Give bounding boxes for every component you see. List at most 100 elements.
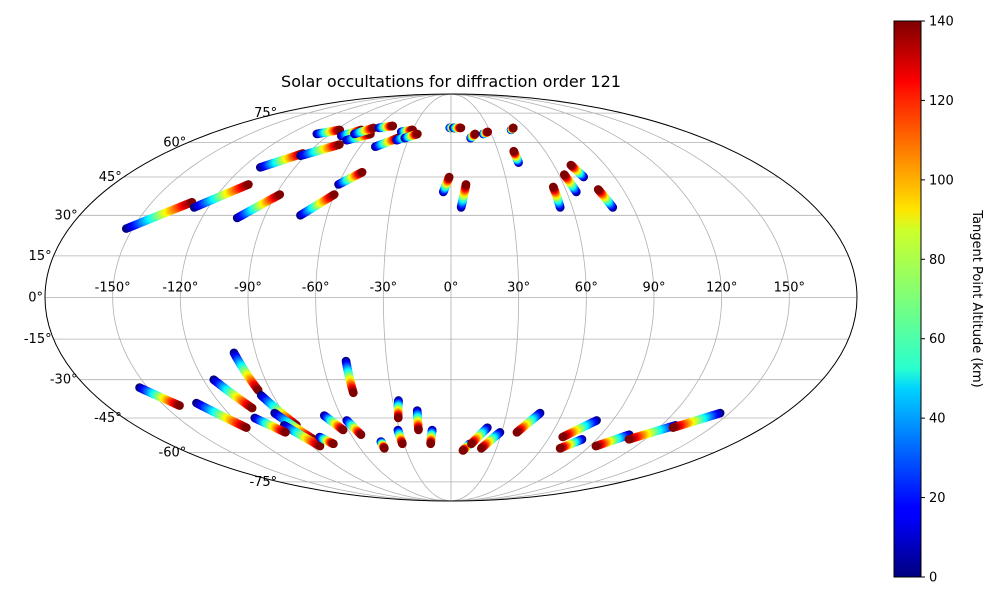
data-point: [247, 403, 257, 413]
occultation-track: [449, 123, 466, 133]
occultation-track: [315, 432, 338, 449]
data-point: [356, 430, 366, 440]
data-point: [458, 446, 468, 455]
longitude-tick-label: 90°: [642, 281, 665, 296]
longitude-gridline: [450, 94, 520, 501]
data-point: [593, 185, 603, 194]
occultation-track: [478, 127, 493, 139]
occultation-track: [319, 411, 348, 435]
longitude-tick-label: 60°: [575, 281, 598, 296]
latitude-tick-label: -30°: [50, 373, 78, 388]
data-point: [349, 388, 358, 398]
occultation-track: [312, 125, 345, 139]
occultation-track: [334, 167, 367, 189]
data-point: [509, 146, 518, 156]
latitude-tick-label: -75°: [249, 475, 277, 490]
occultation-track: [341, 356, 358, 398]
occultation-track: [426, 425, 437, 449]
data-point: [476, 443, 486, 453]
colorbar-tick-label: 20: [929, 491, 946, 506]
data-point: [467, 439, 476, 449]
longitude-tick-label: 150°: [774, 281, 805, 296]
occultation-track: [232, 190, 285, 223]
colorbar-tick-label: 120: [929, 94, 954, 109]
data-point: [281, 428, 290, 437]
data-point: [461, 180, 471, 189]
data-point: [483, 127, 493, 137]
occultation-track: [209, 375, 257, 413]
chart-title: Solar occultations for diffraction order…: [281, 72, 621, 91]
data-point: [398, 439, 407, 449]
latitude-tick-label: 60°: [163, 135, 186, 150]
colorbar-tick-label: 80: [929, 253, 946, 268]
data-point: [558, 432, 567, 442]
longitude-tick-label: -150°: [95, 281, 131, 296]
occultation-tracks: [121, 121, 725, 455]
occultation-track: [250, 413, 290, 437]
occultation-track: [555, 435, 587, 453]
data-point: [335, 140, 344, 149]
data-point: [512, 428, 522, 437]
occultation-track: [467, 423, 492, 449]
colorbar-tick-label: 0: [929, 571, 937, 586]
occultation-track: [370, 133, 403, 152]
latitude-tick-label: -15°: [24, 332, 52, 347]
longitude-tick-label: -30°: [369, 281, 397, 296]
data-point: [444, 172, 454, 182]
latitude-tick-labels: -75° -60° -45° -30° -15° 0° 15° 30° 45° 60° 75°: [24, 106, 277, 490]
map-outline: [44, 93, 858, 502]
data-point: [357, 167, 367, 177]
data-point: [414, 425, 423, 435]
occultation-track: [566, 160, 588, 182]
occultation-track: [296, 190, 339, 220]
longitude-tick-label: -60°: [302, 281, 330, 296]
data-point: [591, 441, 601, 451]
data-point: [315, 441, 325, 451]
longitude-gridline: [315, 94, 452, 501]
longitude-tick-label: -90°: [234, 281, 262, 296]
data-point: [548, 182, 558, 192]
longitude-gridline: [247, 94, 452, 501]
occultation-track: [189, 180, 253, 212]
colorbar-label: Tangent Point Altitude (km): [969, 209, 984, 387]
occultation-track: [350, 123, 379, 139]
data-point: [426, 439, 435, 449]
data-point: [244, 180, 253, 189]
longitude-tick-label: 30°: [507, 281, 530, 296]
colorbar-tick-label: 40: [929, 412, 946, 427]
occultation-track: [509, 146, 523, 167]
longitude-tick-label: 120°: [706, 281, 737, 296]
longitude-tick-labels: -150° -120° -90° -60° -30° 0° 30° 60° 90° 120° 150…: [95, 281, 805, 296]
occultation-track: [393, 425, 407, 449]
longitude-gridline: [450, 94, 723, 501]
latitude-tick-label: 45°: [99, 170, 122, 185]
latitude-tick-label: 75°: [254, 106, 277, 121]
colorbar-tick-label: 60: [929, 332, 946, 347]
longitude-gridline: [450, 94, 587, 501]
data-point: [566, 160, 576, 170]
latitude-tick-label: 0°: [28, 291, 43, 306]
longitude-tick-label: -120°: [162, 281, 198, 296]
occultation-track: [458, 439, 475, 455]
longitude-gridline: [382, 94, 452, 501]
occultation-track: [438, 172, 454, 197]
data-point: [242, 423, 251, 432]
occultation-track: [229, 348, 263, 395]
data-point: [413, 129, 422, 139]
data-point: [509, 123, 518, 133]
occultation-track: [412, 406, 423, 435]
occultation-track: [393, 396, 403, 423]
data-point: [338, 425, 348, 435]
data-point: [624, 435, 634, 444]
occultation-track: [466, 129, 480, 143]
data-point: [175, 401, 184, 410]
occultation-track: [506, 123, 518, 135]
occultation-track: [591, 430, 634, 451]
data-point: [456, 123, 466, 133]
data-point: [393, 413, 403, 423]
occultation-track: [476, 428, 505, 453]
occultation-track: [400, 129, 422, 143]
occultation-track: [558, 416, 601, 442]
occultation-track: [376, 437, 389, 453]
